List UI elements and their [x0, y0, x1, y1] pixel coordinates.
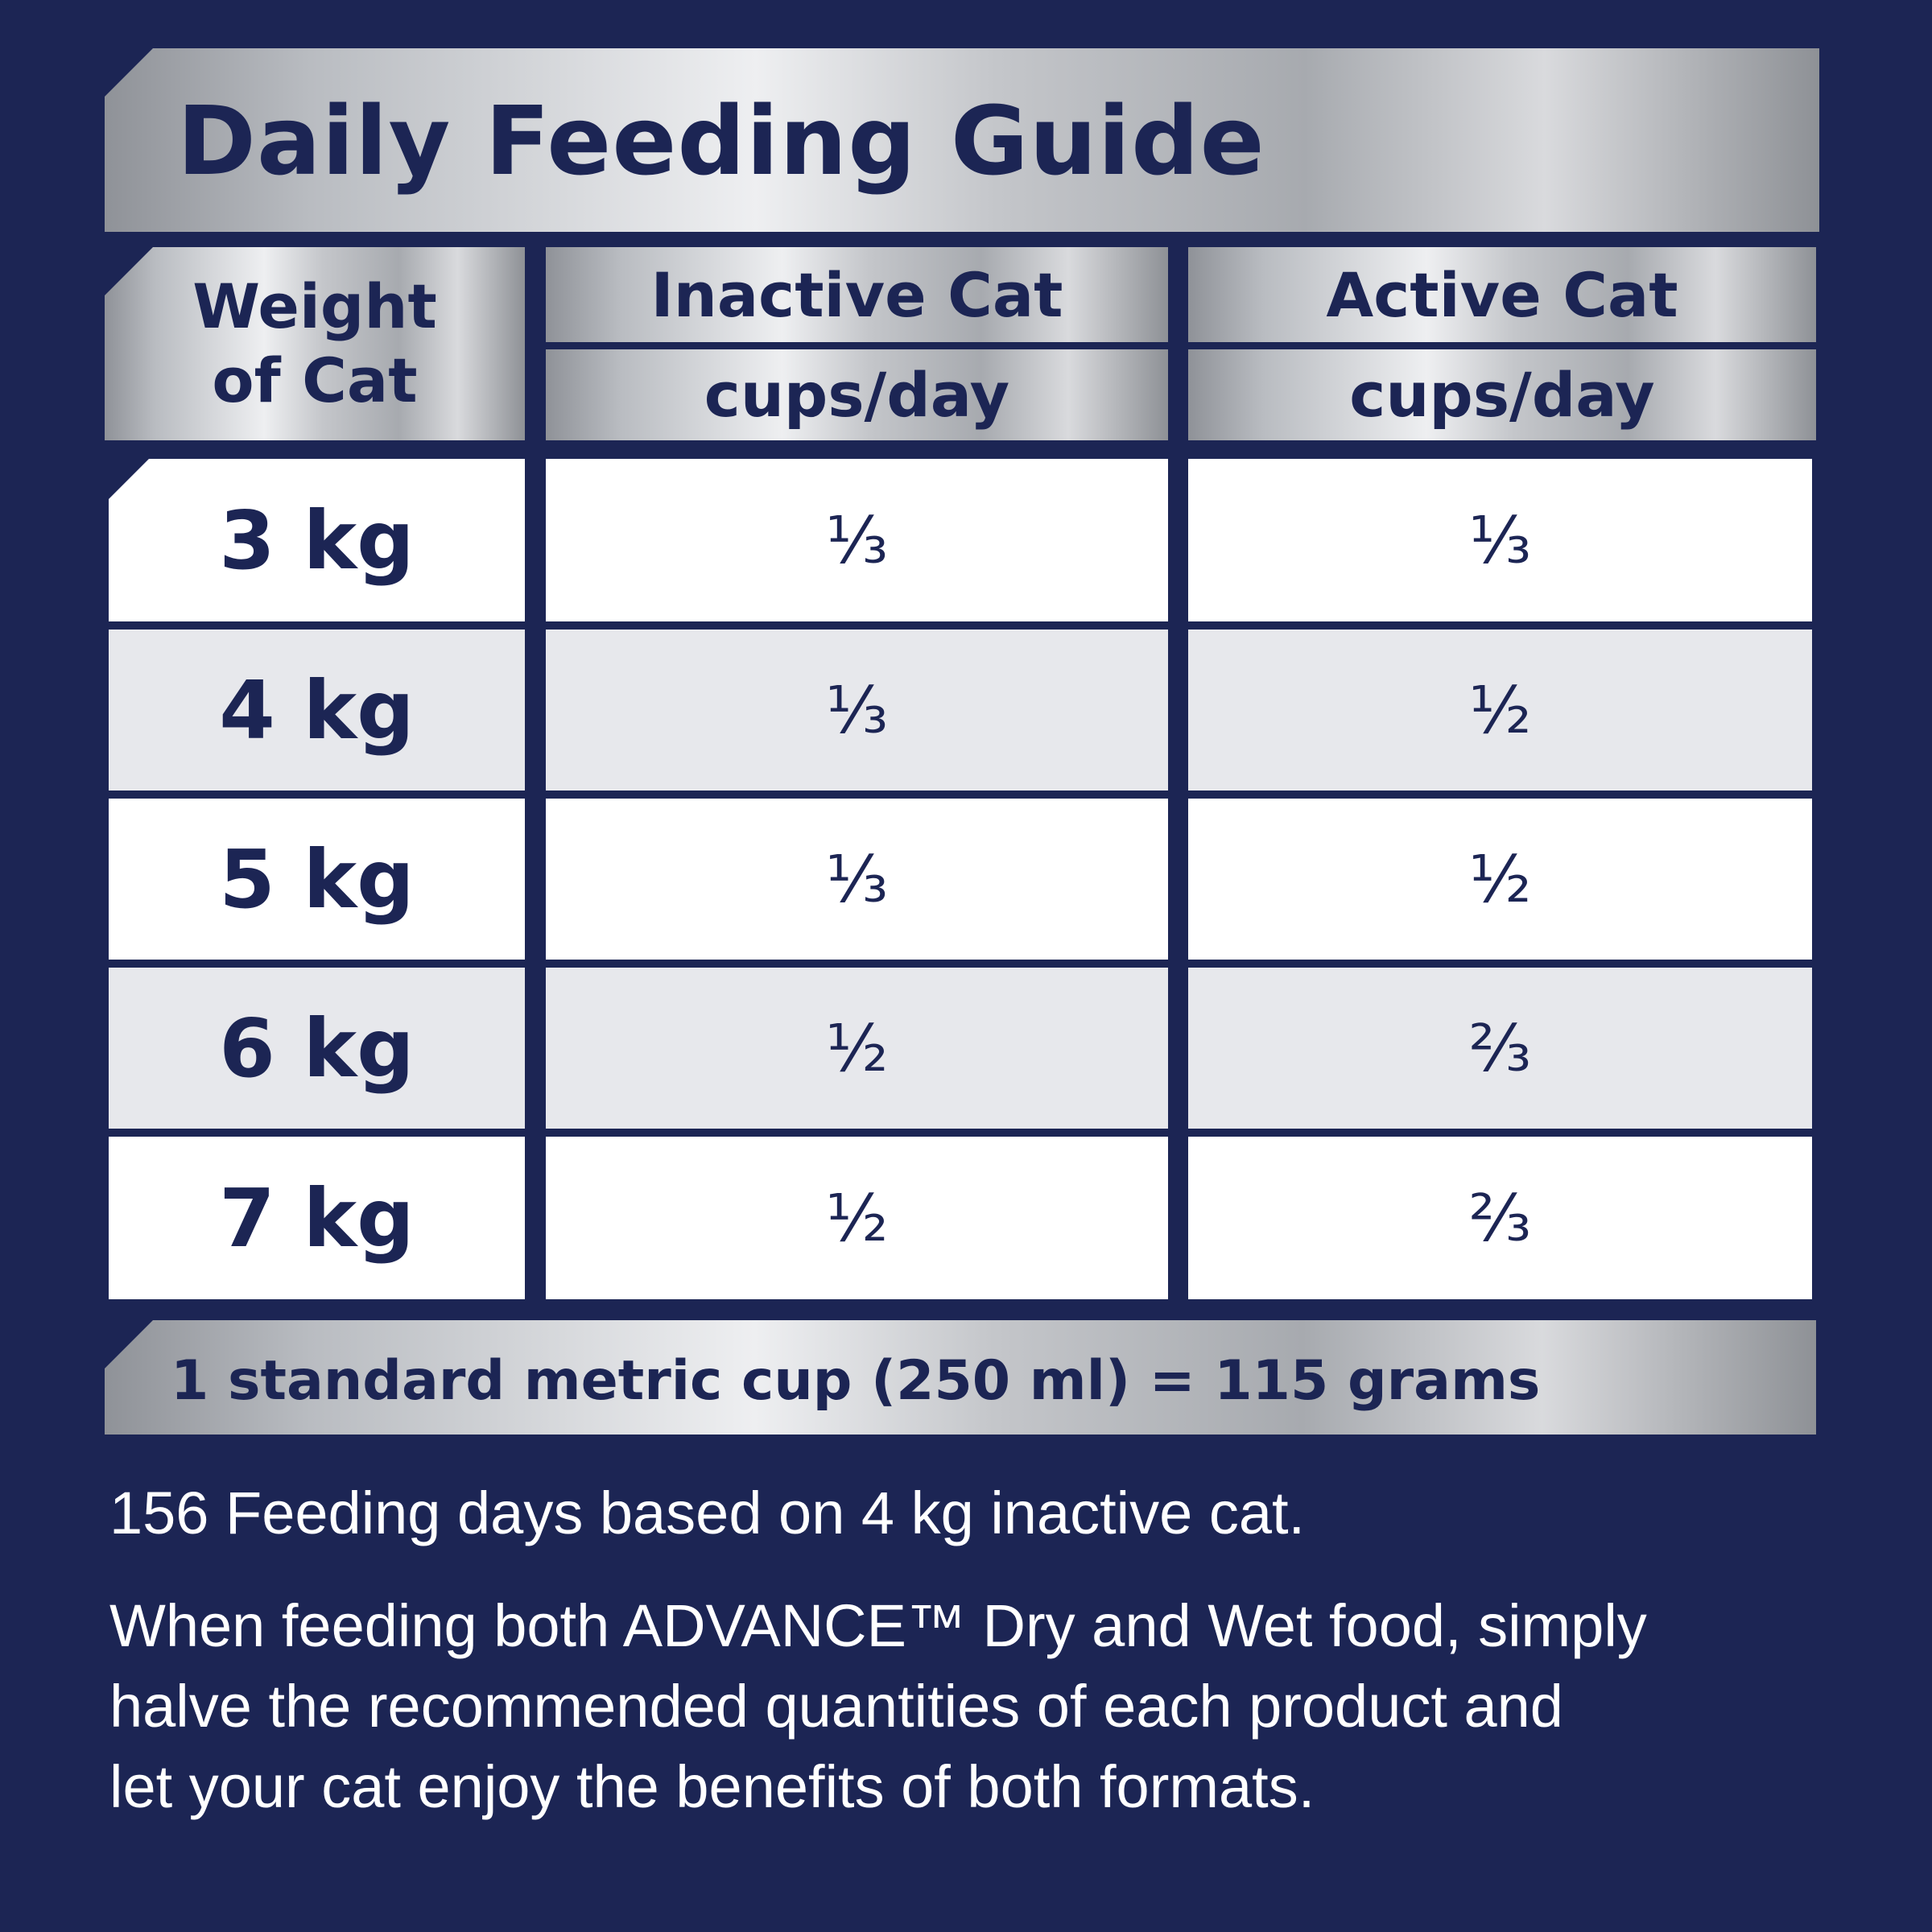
- table-row-inactive: ⅓: [546, 630, 1168, 791]
- header-weight: Weight of Cat: [105, 247, 525, 440]
- header-active: Active Cat: [1188, 247, 1816, 342]
- table-row-active: ⅔: [1188, 1137, 1812, 1299]
- header-inactive-unit: cups/day: [546, 349, 1168, 440]
- table-row-inactive: ½: [546, 1137, 1168, 1299]
- header-inactive: Inactive Cat: [546, 247, 1168, 342]
- table-row-inactive: ½: [546, 968, 1168, 1129]
- title-banner: Daily Feeding Guide: [105, 48, 1819, 232]
- table-row-active: ½: [1188, 630, 1812, 791]
- page-title: Daily Feeding Guide: [177, 85, 1265, 196]
- table-row-inactive: ⅓: [546, 799, 1168, 960]
- table-row-active: ⅓: [1188, 459, 1812, 621]
- mixed-feeding-note-line3: let your cat enjoy the benefits of both …: [109, 1753, 1315, 1820]
- table-row-weight: 4 kg: [109, 630, 525, 791]
- table-row-inactive: ⅓: [546, 459, 1168, 621]
- mixed-feeding-note-line2: halve the recommended quantities of each…: [109, 1673, 1563, 1740]
- table-row-active: ½: [1188, 799, 1812, 960]
- table-row-active: ⅔: [1188, 968, 1812, 1129]
- table-row-weight: 7 kg: [109, 1137, 525, 1299]
- cup-conversion-banner: 1 standard metric cup (250 ml) = 115 gra…: [105, 1320, 1816, 1435]
- mixed-feeding-note-line1: When feeding both ADVANCE™ Dry and Wet f…: [109, 1592, 1647, 1659]
- header-active-unit: cups/day: [1188, 349, 1816, 440]
- cup-conversion-text: 1 standard metric cup (250 ml) = 115 gra…: [171, 1349, 1541, 1413]
- feeding-days-note: 156 Feeding days based on 4 kg inactive …: [109, 1480, 1306, 1546]
- table-row-weight: 6 kg: [109, 968, 525, 1129]
- table-row-weight: 3 kg: [109, 459, 525, 621]
- header-weight-line1: Weight: [192, 270, 437, 342]
- header-weight-line2: of Cat: [212, 345, 418, 416]
- table-row-weight: 5 kg: [109, 799, 525, 960]
